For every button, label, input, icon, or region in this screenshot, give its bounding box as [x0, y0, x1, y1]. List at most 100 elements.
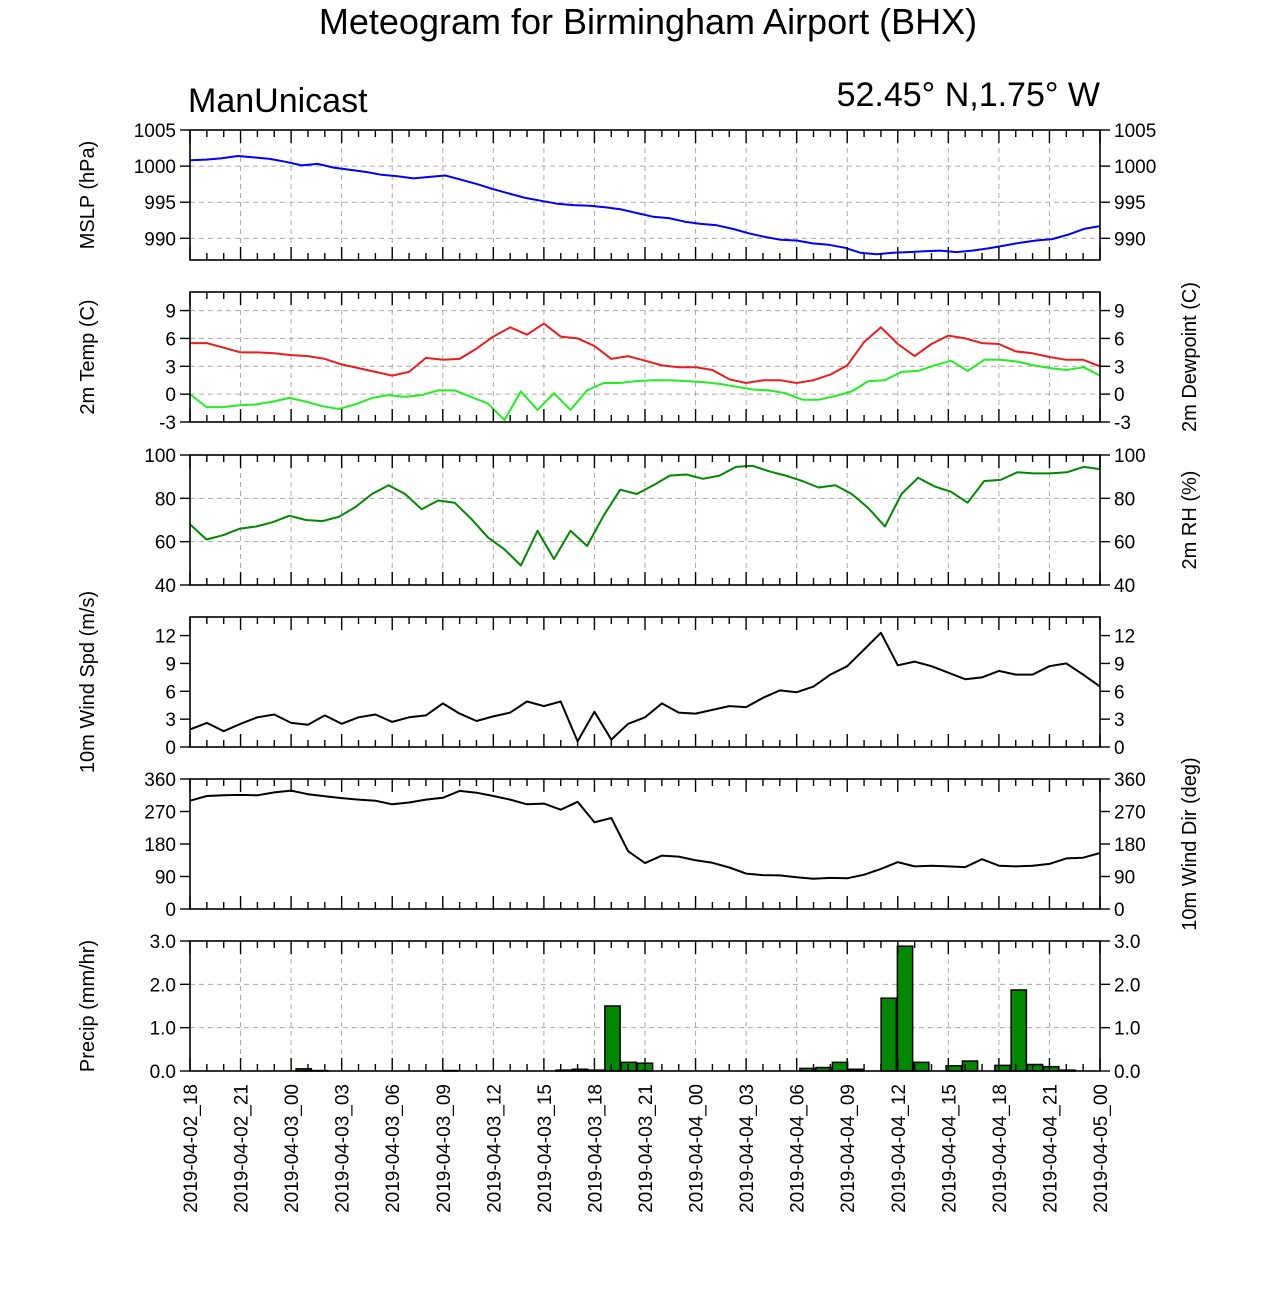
y-tick-label-right: 0.0 — [1114, 1062, 1140, 1083]
panel-mslp: 990 990 995 995 1000 1000 1005 1005 MSLP (hPa) — [77, 121, 1156, 261]
y-tick-label-left: 180 — [144, 835, 176, 856]
y-tick-label-left: 60 — [155, 533, 176, 554]
x-tick-label: 2019-04-03_06 — [383, 1084, 404, 1213]
y-tick-label-right: 0 — [1114, 738, 1125, 759]
panel-wspd: 0 0 3 3 6 6 9 9 12 12 10m Wind Spd (m/s) — [77, 591, 1135, 773]
y-tick-label-left: 0 — [165, 738, 176, 759]
y-tick-label-left: 0 — [165, 385, 176, 406]
x-tick-label: 2019-04-03_21 — [636, 1084, 657, 1213]
x-tick-label: 2019-04-05_00 — [1091, 1084, 1112, 1213]
x-tick-label: 2019-04-04_03 — [737, 1084, 758, 1213]
precip-bar — [994, 1064, 1011, 1072]
panel-temp: -3 -3 0 0 3 3 6 6 9 9 2m Temp (C) 2m Dewpoint (C) — [77, 282, 1201, 434]
x-tick-label: 2019-04-02_18 — [181, 1084, 202, 1213]
y-tick-label-right: 9 — [1114, 302, 1125, 323]
y-axis-title-right: 10m Wind Dir (deg) — [1179, 757, 1201, 930]
panel-frame — [189, 778, 1101, 910]
x-tick-label: 2019-04-04_00 — [687, 1084, 708, 1213]
y-axis-title-left: Precip (mm/hr) — [77, 940, 99, 1072]
y-tick-label-right: 80 — [1114, 489, 1135, 510]
y-axis-title-left: 2m Temp (C) — [77, 299, 99, 414]
precip-bar — [1010, 989, 1028, 1072]
y-tick-label-right: 6 — [1114, 329, 1125, 350]
y-tick-label-left: 100 — [144, 446, 176, 467]
y-tick-label-right: 990 — [1114, 229, 1146, 250]
y-tick-label-left: 40 — [155, 576, 176, 597]
y-tick-label-right: 1005 — [1114, 121, 1156, 142]
y-tick-label-right: 90 — [1114, 868, 1135, 889]
y-tick-label-right: 3 — [1114, 710, 1125, 731]
y-tick-label-right: 1.0 — [1114, 1019, 1140, 1040]
x-tick-label: 2019-04-03_12 — [484, 1084, 505, 1213]
x-tick-label: 2019-04-04_06 — [788, 1084, 809, 1213]
location-label: 52.45° N,1.75° W — [837, 76, 1100, 114]
x-tick-label: 2019-04-03_15 — [535, 1084, 556, 1213]
y-axis-title-left: MSLP (hPa) — [77, 141, 99, 250]
y-tick-label-right: 180 — [1114, 835, 1146, 856]
rh-series-line-0 — [189, 464, 1101, 567]
y-tick-label-left: 6 — [165, 329, 176, 350]
y-tick-label-left: 90 — [155, 868, 176, 889]
model-label: ManUnicast — [188, 82, 368, 120]
y-tick-label-right: 9 — [1114, 654, 1125, 675]
y-tick-label-right: 0 — [1114, 385, 1125, 406]
y-axis-title-right: 2m RH (%) — [1179, 471, 1201, 570]
y-tick-label-right: 40 — [1114, 576, 1135, 597]
panel-rh: 40 40 60 60 80 80 100 100 2m RH (%) — [144, 446, 1201, 597]
y-tick-label-left: 6 — [165, 682, 176, 703]
y-tick-label-left: 80 — [155, 489, 176, 510]
y-tick-label-left: 3 — [165, 710, 176, 731]
x-tick-label: 2019-04-04_21 — [1040, 1084, 1061, 1213]
x-tick-label: 2019-04-04_15 — [939, 1084, 960, 1213]
y-tick-label-right: 60 — [1114, 533, 1135, 554]
temp-series-line-1 — [189, 358, 1101, 422]
x-tick-label: 2019-04-03_18 — [585, 1084, 606, 1213]
y-axis-title-right: 2m Dewpoint (C) — [1179, 282, 1201, 432]
y-tick-label-left: 3 — [165, 357, 176, 378]
panel-frame — [189, 616, 1101, 748]
y-tick-label-right: -3 — [1114, 413, 1131, 434]
precip-bar — [831, 1061, 849, 1072]
panel-wdir: 0 0 90 90 180 180 270 270 360 360 10m Wind Dir (de… — [144, 757, 1201, 930]
y-tick-label-right: 360 — [1114, 770, 1146, 791]
y-tick-label-right: 12 — [1114, 627, 1135, 648]
wspd-series-line-0 — [189, 631, 1101, 743]
wdir-series-line-0 — [189, 789, 1101, 880]
x-tick-label: 2019-04-04_18 — [990, 1084, 1011, 1213]
y-tick-label-right: 1000 — [1114, 157, 1156, 178]
y-tick-label-left: 2.0 — [150, 975, 176, 996]
precip-bar — [1026, 1063, 1044, 1072]
precip-bar — [912, 1061, 930, 1072]
panel-frame — [189, 454, 1101, 586]
y-tick-label-left: 0.0 — [150, 1062, 176, 1083]
y-tick-label-right: 0 — [1114, 900, 1125, 921]
panel-frame — [189, 129, 1101, 261]
precip-bar — [896, 945, 914, 1072]
x-tick-label: 2019-04-04_12 — [889, 1084, 910, 1213]
y-tick-label-left: 0 — [165, 900, 176, 921]
chart-title: Meteogram for Birmingham Airport (BHX) — [319, 1, 977, 42]
y-tick-label-left: 360 — [144, 770, 176, 791]
y-tick-label-left: 990 — [144, 229, 176, 250]
x-tick-label: 2019-04-03_09 — [434, 1084, 455, 1213]
y-tick-label-right: 100 — [1114, 446, 1146, 467]
precip-bar — [604, 1005, 621, 1072]
x-tick-label: 2019-04-04_09 — [838, 1084, 859, 1213]
y-tick-label-left: 12 — [155, 627, 176, 648]
panel-frame — [189, 291, 1101, 423]
y-tick-label-right: 270 — [1114, 803, 1146, 824]
y-tick-label-left: 9 — [165, 654, 176, 675]
y-tick-label-left: 3.0 — [150, 932, 176, 953]
y-tick-label-right: 6 — [1114, 682, 1125, 703]
x-tick-label: 2019-04-02_21 — [232, 1084, 253, 1213]
y-tick-label-left: 995 — [144, 193, 176, 214]
y-tick-label-right: 995 — [1114, 193, 1146, 214]
y-tick-label-left: -3 — [159, 413, 176, 434]
y-tick-label-left: 1000 — [134, 157, 176, 178]
y-axis-title-left: 10m Wind Spd (m/s) — [77, 591, 99, 773]
y-tick-label-right: 2.0 — [1114, 975, 1140, 996]
x-tick-label: 2019-04-03_03 — [333, 1084, 354, 1213]
precip-bar — [880, 997, 898, 1072]
